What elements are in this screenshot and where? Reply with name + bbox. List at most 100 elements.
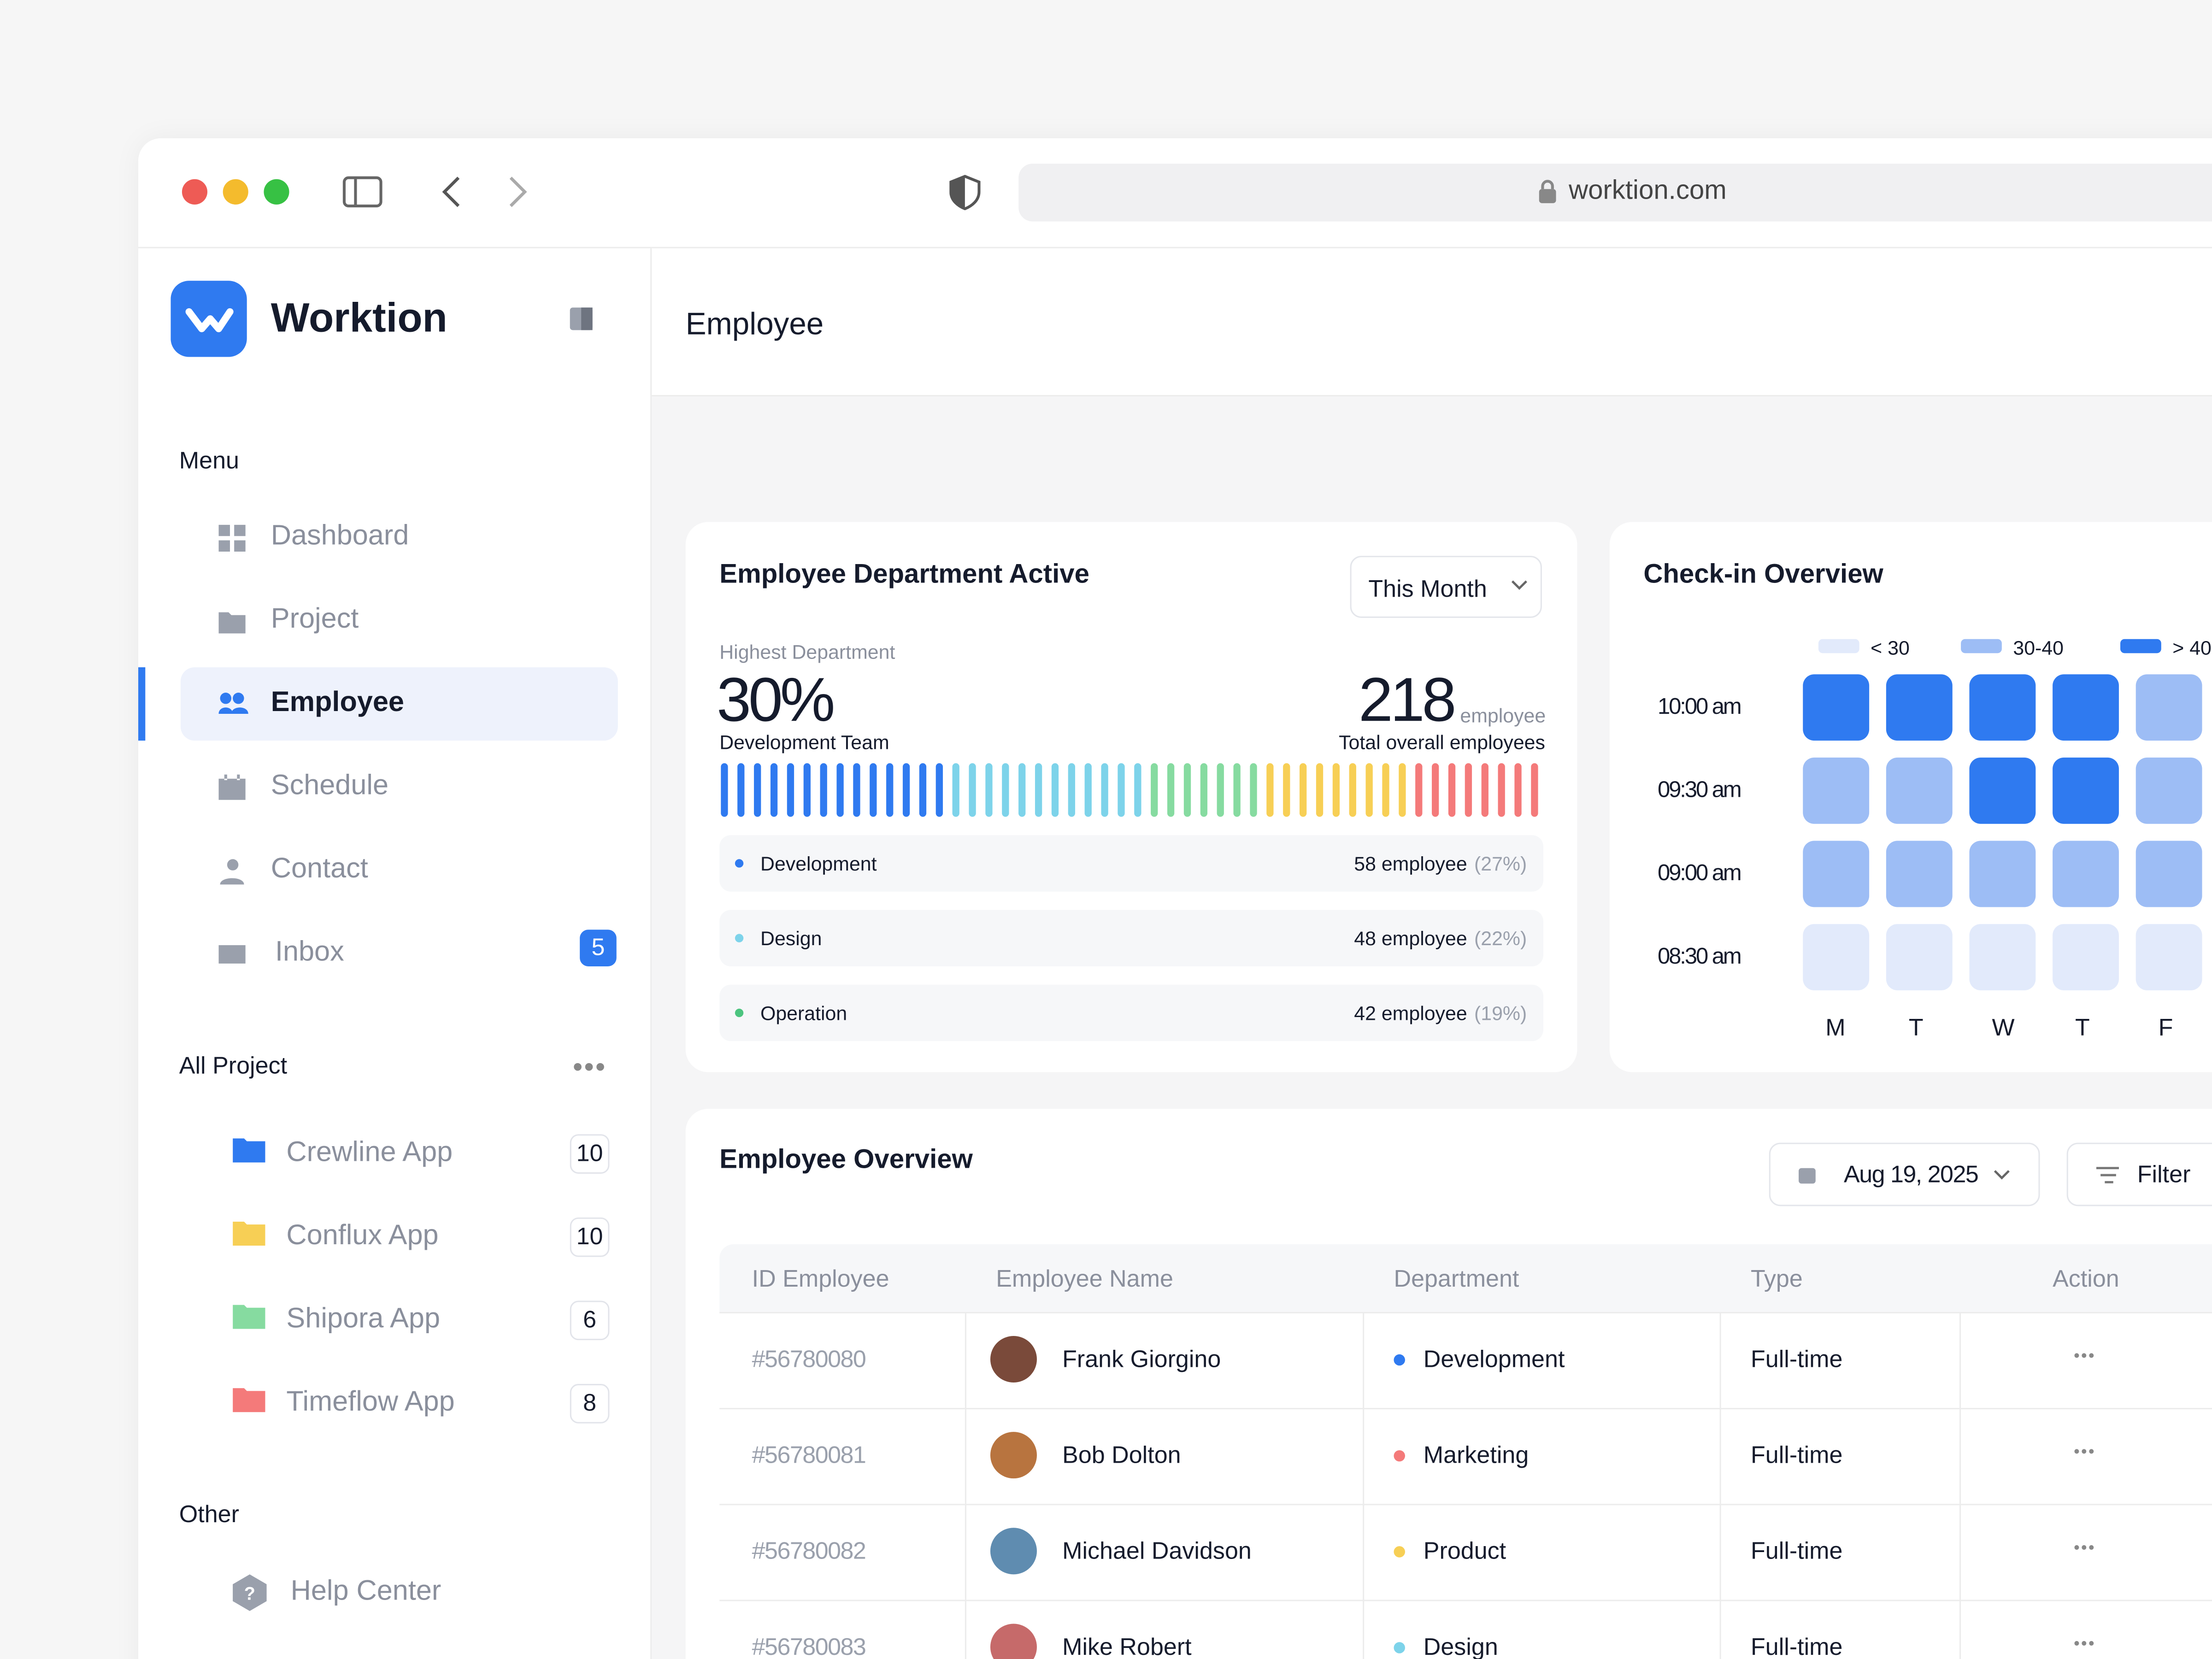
table-header (719, 1244, 2212, 1312)
meter-stripe (1217, 763, 1224, 817)
department-meter (721, 763, 1538, 817)
back-button[interactable] (442, 176, 460, 207)
forward-button[interactable] (509, 176, 527, 207)
menu-icon (218, 945, 246, 964)
cell-border (1959, 1312, 1961, 1408)
toolbar-icons (342, 176, 527, 208)
folder-icon (233, 1222, 265, 1246)
period-dropdown[interactable] (1350, 556, 1542, 618)
employment-type: Full-time (1750, 1537, 1843, 1565)
project[interactable]: Timeflow App (286, 1387, 455, 1418)
column-header: ID Employee (752, 1265, 889, 1293)
row-border (719, 1504, 2212, 1506)
employment-type: Full-time (1750, 1633, 1843, 1659)
filter-button[interactable] (2066, 1142, 2212, 1206)
department-name: Design (760, 927, 822, 950)
project[interactable]: Crewline App (286, 1137, 453, 1168)
checkin-cell (1969, 924, 2036, 990)
meter-stripe (836, 763, 844, 817)
menu-title: Menu (179, 447, 239, 474)
meter-stripe (1432, 763, 1439, 817)
menu-item[interactable]: Employee (271, 687, 404, 718)
department-dot (1394, 1354, 1405, 1366)
action-button[interactable]: ••• (2074, 1537, 2096, 1558)
department-card (685, 522, 1577, 1072)
card-title: Employee Overview (719, 1145, 973, 1175)
meter-stripe (1167, 763, 1175, 817)
department-name: Operation (760, 1001, 847, 1024)
department-dot (1394, 1450, 1405, 1462)
checkin-cell (1969, 757, 2036, 824)
cell-border (1363, 1312, 1365, 1408)
period: This Month (1368, 575, 1487, 603)
project[interactable]: Conflux App (286, 1220, 439, 1252)
url: worktion.com (1569, 176, 1727, 206)
meter-stripe (1134, 763, 1141, 817)
meter-stripe (886, 763, 894, 817)
meter-stripe (820, 763, 827, 817)
chevron (1511, 580, 1527, 590)
time-label: 08:30 am (1657, 945, 1742, 970)
menu-item[interactable]: Dashboard (271, 520, 409, 552)
meter-stripe (1183, 763, 1191, 817)
cell-border (1719, 1312, 1721, 1408)
project[interactable]: Shipora App (286, 1303, 441, 1335)
total: 218 (1358, 665, 1457, 735)
help-center[interactable]: Help Center (290, 1576, 441, 1607)
menu-icon (218, 693, 248, 714)
sidebar-toggle[interactable] (342, 176, 382, 208)
overview-card (685, 1109, 2212, 1659)
meter-stripe (1018, 763, 1026, 817)
department-dot (1394, 1642, 1405, 1653)
meter-stripe (985, 763, 993, 817)
cell-border (965, 1504, 966, 1600)
day-label: M (1825, 1014, 1846, 1041)
active-indicator (138, 667, 146, 741)
zoom-button[interactable] (264, 179, 289, 205)
highest-value: 30% (717, 665, 835, 735)
meter-stripe (1002, 763, 1009, 817)
row-border (719, 1408, 2212, 1410)
action-button[interactable]: ••• (2074, 1346, 2096, 1366)
meter-stripe (1266, 763, 1274, 817)
legend-label: < 30 (1871, 636, 1910, 659)
department: Product (1423, 1537, 1506, 1565)
collapse-button[interactable] (569, 306, 594, 331)
minimize-button[interactable] (223, 179, 248, 205)
department-dot (735, 1008, 744, 1018)
menu-item[interactable]: Contact (271, 853, 368, 885)
legend-swatch (1818, 639, 1859, 653)
menu-item[interactable]: Project (271, 604, 359, 635)
checkin-cell (2053, 841, 2119, 907)
action-button[interactable]: ••• (2074, 1633, 2096, 1653)
employee-name: Michael Davidson (1062, 1537, 1252, 1565)
date-picker[interactable] (1769, 1142, 2040, 1206)
day-label: F (2158, 1014, 2173, 1041)
department-pct: (22%) (1474, 927, 1527, 950)
address-bar[interactable] (1018, 164, 2212, 222)
cell-border (1959, 1600, 1961, 1659)
lock-icon (1539, 180, 1556, 203)
meter-stripe (1035, 763, 1042, 817)
projects-title: All Project (179, 1052, 288, 1079)
legend-swatch (1961, 639, 2002, 653)
meter-stripe (1233, 763, 1241, 817)
cell-border (1959, 1504, 1961, 1600)
shield-icon[interactable] (949, 174, 983, 211)
close-button[interactable] (182, 179, 207, 205)
department-dot (1394, 1546, 1405, 1558)
menu-item[interactable]: Inbox (275, 936, 344, 968)
legend-label: 30-40 (2013, 636, 2064, 659)
action-button[interactable]: ••• (2074, 1441, 2096, 1462)
department-dot (735, 934, 744, 942)
column-header: Department (1394, 1265, 1519, 1293)
department-row (719, 835, 1543, 892)
avatar (990, 1432, 1037, 1479)
meter-stripe (1415, 763, 1423, 817)
menu-item[interactable]: Schedule (271, 770, 389, 801)
checkin-cell (1969, 674, 2036, 741)
checkin-cell (2136, 757, 2202, 824)
meter-stripe (1448, 763, 1456, 817)
more-button[interactable]: ••• (572, 1052, 607, 1084)
